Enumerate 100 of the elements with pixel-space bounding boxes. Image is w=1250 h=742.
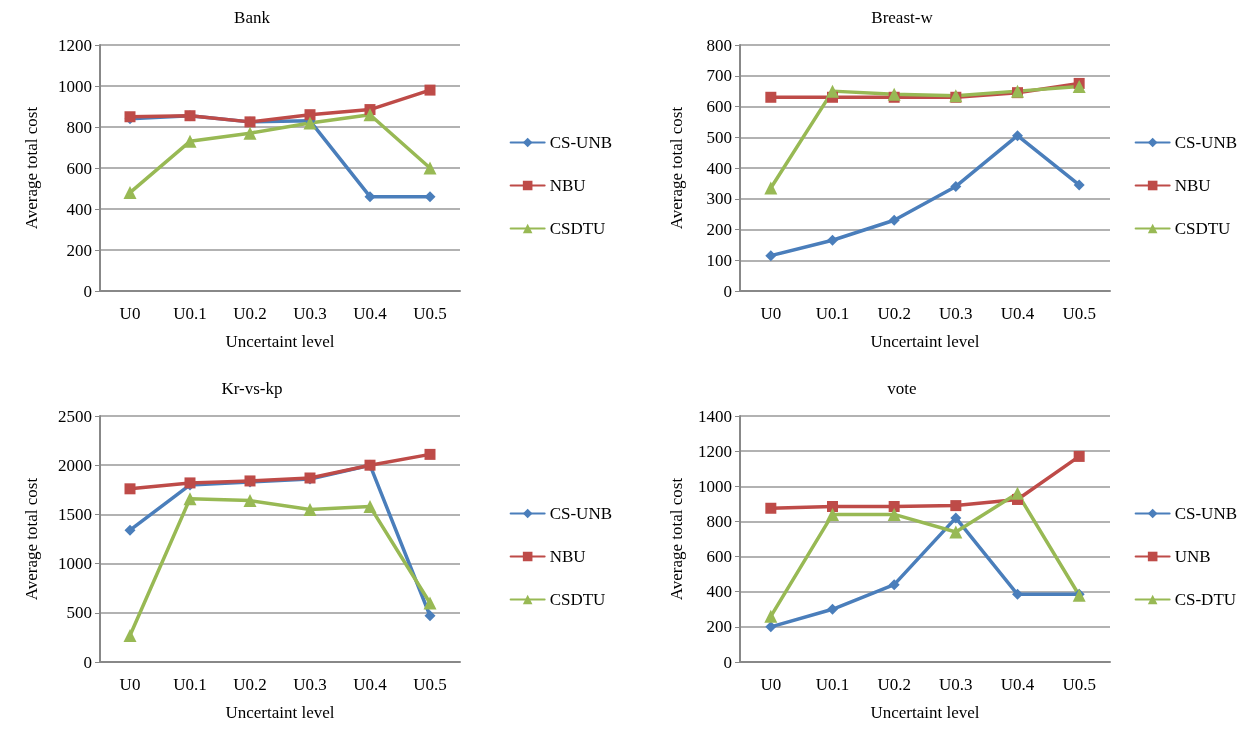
point — [303, 502, 317, 516]
point — [424, 610, 436, 622]
point — [424, 84, 436, 96]
point — [888, 500, 900, 512]
point — [1012, 588, 1023, 600]
point — [950, 512, 962, 524]
legend-label: CS-UNB — [549, 504, 613, 523]
y-tick-label: 0 — [723, 652, 732, 672]
legend-label: CS-UNB — [1174, 133, 1238, 152]
y-tick-label: 500 — [706, 127, 732, 147]
point — [123, 186, 137, 200]
point — [423, 161, 437, 175]
legend-label: CS-UNB — [549, 133, 613, 152]
point — [764, 181, 778, 195]
point — [887, 507, 901, 521]
x-tick-label: U0.3 — [939, 675, 973, 694]
chart-title: vote — [887, 379, 917, 398]
point — [1072, 80, 1086, 94]
y-tick-label: 600 — [706, 547, 732, 567]
point — [1012, 130, 1023, 142]
y-tick-label: 2000 — [58, 455, 92, 475]
point — [124, 524, 136, 536]
point — [124, 483, 136, 495]
x-tick-label: U0.2 — [233, 675, 267, 694]
legend-label: CSDTU — [1174, 219, 1231, 238]
point — [826, 507, 839, 521]
legend-label: CS-UNB — [1174, 504, 1238, 523]
legend-label: NBU — [1174, 176, 1211, 195]
point — [765, 502, 777, 514]
point — [950, 180, 962, 192]
x-tick-label: U0.4 — [353, 675, 388, 694]
y-tick-label: 600 — [706, 97, 732, 116]
point — [363, 108, 377, 122]
point — [1073, 179, 1085, 191]
point — [888, 214, 900, 226]
chart-title: Kr-vs-kp — [221, 379, 283, 398]
point — [949, 525, 963, 539]
y-tick-label: 500 — [66, 603, 92, 623]
x-tick-label: U0.2 — [877, 675, 911, 694]
point — [887, 87, 901, 101]
point — [764, 609, 778, 623]
point — [765, 250, 777, 262]
y-tick-label: 2500 — [58, 406, 92, 426]
point — [243, 494, 257, 508]
x-tick-label: U0.3 — [293, 675, 327, 694]
legend-label: UNB — [1174, 547, 1211, 566]
x-axis-title: Uncertaint level — [225, 703, 335, 722]
x-tick-label: U0 — [760, 675, 782, 694]
point — [888, 579, 900, 591]
x-tick-label: U0.1 — [815, 304, 850, 323]
y-tick-label: 200 — [706, 220, 732, 239]
x-axis-title: Uncertaint level — [870, 332, 980, 351]
y-tick-label: 300 — [706, 189, 732, 209]
x-tick-label: U0 — [119, 304, 141, 323]
point — [363, 500, 377, 514]
point — [243, 126, 257, 140]
x-tick-label: U0.5 — [1062, 675, 1096, 694]
x-tick-label: U0.5 — [413, 675, 447, 694]
x-tick-label: U0.3 — [293, 304, 327, 323]
y-tick-label: 1000 — [698, 476, 732, 496]
point — [123, 628, 137, 642]
point — [304, 109, 316, 121]
y-tick-label: 1500 — [58, 504, 92, 524]
x-tick-label: U0.2 — [877, 304, 911, 323]
y-tick-label: 0 — [723, 281, 732, 301]
x-tick-label: U0.1 — [173, 304, 207, 323]
x-tick-label: U0.5 — [1062, 304, 1096, 323]
y-tick-label: 400 — [66, 199, 92, 219]
point — [827, 234, 838, 246]
point — [950, 500, 962, 512]
x-tick-label: U0.4 — [1000, 675, 1035, 694]
point — [183, 492, 197, 506]
y-tick-label: 100 — [706, 250, 732, 270]
y-tick-label: 1000 — [58, 76, 92, 96]
y-tick-label: 1200 — [58, 35, 92, 55]
y-axis-title: Average total cost — [667, 477, 686, 601]
y-tick-label: 400 — [706, 582, 732, 602]
point — [423, 596, 437, 610]
point — [765, 91, 777, 103]
point — [183, 134, 197, 148]
y-tick-label: 800 — [706, 35, 732, 55]
point — [826, 84, 839, 98]
legend-label: NBU — [549, 547, 586, 566]
point — [1011, 486, 1024, 500]
legend-label: NBU — [549, 176, 586, 195]
y-axis-title: Average total cost — [667, 106, 686, 230]
point — [827, 500, 838, 512]
y-tick-label: 600 — [66, 158, 92, 178]
x-tick-label: U0 — [119, 675, 141, 694]
x-tick-label: U0.1 — [815, 675, 850, 694]
y-tick-label: 1400 — [698, 406, 732, 426]
x-tick-label: U0.5 — [413, 304, 447, 323]
y-axis-title: Average total cost — [22, 106, 41, 230]
legend-label: CS-DTU — [1174, 590, 1237, 609]
x-tick-label: U0.4 — [353, 304, 388, 323]
chart-title: Breast-w — [871, 8, 934, 27]
y-tick-label: 0 — [83, 281, 92, 301]
legend-label: CSDTU — [549, 219, 606, 238]
y-tick-label: 800 — [66, 117, 92, 137]
point — [1073, 450, 1085, 462]
